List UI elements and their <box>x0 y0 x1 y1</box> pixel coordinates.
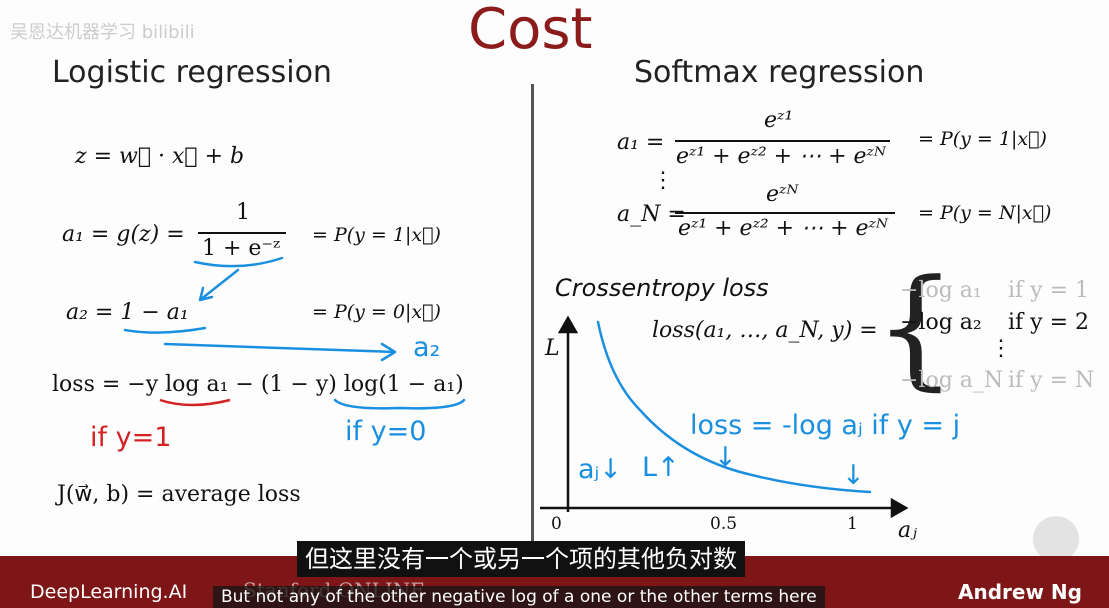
fraction-denominator: eᶻ¹ + eᶻ² + ⋯ + eᶻᴺ <box>676 144 886 169</box>
arrowhead <box>890 497 909 519</box>
probability: = P(y = 1|x⃗) <box>312 224 441 246</box>
handwriting: if y=1 <box>90 422 172 453</box>
vdots: ⋮ <box>652 168 674 193</box>
handwriting: if y=0 <box>345 416 427 447</box>
play-button[interactable] <box>1033 516 1079 562</box>
handwriting: L↑ <box>642 452 680 483</box>
fraction-line <box>675 140 890 142</box>
footer-author: Andrew Ng <box>958 580 1082 604</box>
fraction-denominator: eᶻ¹ + eᶻ² + ⋯ + eᶻᴺ <box>678 216 888 241</box>
case-expr: −log a_N <box>900 368 1004 393</box>
divider <box>531 84 534 544</box>
underline <box>159 398 231 407</box>
x-tick-label: 1 <box>847 514 858 534</box>
formula: a₂ = 1 − a₁ <box>66 300 189 325</box>
formula: a_N = <box>617 202 686 227</box>
underline <box>123 326 207 334</box>
case-cond: if y = 2 <box>1008 310 1090 335</box>
case-cond: if y = N <box>1008 368 1095 393</box>
heading: Logistic regression <box>52 55 332 90</box>
watermark: 吴恩达机器学习 bilibili <box>10 22 195 43</box>
formula: a₁ = g(z) = <box>62 222 185 247</box>
loss-curve <box>596 320 872 494</box>
fraction-numerator: eᶻᴺ <box>766 182 799 207</box>
brace: { <box>874 251 957 403</box>
case-expr: −log a₂ <box>900 310 982 335</box>
fraction-line <box>198 232 286 234</box>
handwriting: a₂ <box>413 332 441 363</box>
footer-logo: DeepLearning.AI <box>30 581 188 603</box>
axis-label: aⱼ <box>898 518 917 543</box>
formula: z = w⃗ · x⃗ + b <box>75 144 245 169</box>
x-tick-label: 0.5 <box>710 514 738 534</box>
formula: a₁ = <box>617 130 665 155</box>
arrow <box>198 268 240 302</box>
handwriting: loss = -log aⱼ if y = j <box>690 410 961 441</box>
handwriting: aⱼ↓ <box>578 454 622 485</box>
slide-title: Cost <box>468 0 593 62</box>
probability: = P(y = 1|x⃗) <box>918 128 1047 150</box>
handwriting: ↓ <box>842 460 865 491</box>
subtitle: 但这里没有一个或另一个项的其他负对数 <box>297 541 745 577</box>
handwriting: ↓ <box>714 442 737 473</box>
heading: Softmax regression <box>634 55 925 90</box>
case-expr: −log a₁ <box>900 278 982 303</box>
formula: loss = −y log a₁ − (1 − y) log(1 − a₁) <box>52 372 464 397</box>
probability: = P(y = 0|x⃗) <box>312 301 441 323</box>
fraction-numerator: 1 <box>236 200 250 225</box>
fraction-denominator: 1 + e⁻ᶻ <box>202 236 281 261</box>
formula: J(w⃗, b) = average loss <box>57 482 301 507</box>
arrowhead <box>557 315 579 334</box>
case-expr: ⋮ <box>990 336 1012 361</box>
fraction-line <box>675 212 895 214</box>
formula: loss(a₁, …, a_N, y) = <box>652 318 878 343</box>
brace <box>333 398 466 410</box>
arrow <box>163 342 397 362</box>
underline <box>193 256 284 268</box>
case-cond: if y = 1 <box>1008 278 1090 303</box>
subheading: Crossentropy loss <box>555 274 769 302</box>
probability: = P(y = N|x⃗) <box>918 202 1052 224</box>
axis-label: L <box>545 336 560 361</box>
subtitle: But not any of the other negative log of… <box>213 586 825 608</box>
fraction-numerator: eᶻ¹ <box>764 108 794 133</box>
x-tick-label: 0 <box>551 514 562 534</box>
